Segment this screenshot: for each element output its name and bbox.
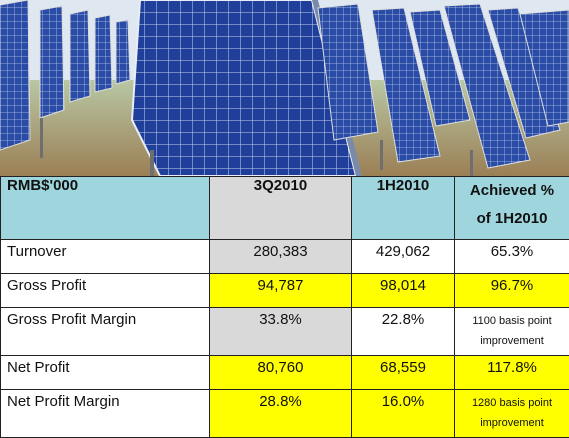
table-row: Net Profit Margin 28.8% 16.0% 1280 basis… — [1, 390, 569, 438]
turnover-achieved: 65.3% — [455, 240, 569, 274]
row-label-turnover: Turnover — [1, 240, 210, 274]
solar-panel-photo — [0, 0, 569, 176]
gross-profit-1h2010: 98,014 — [352, 274, 455, 308]
header-achieved: Achieved % of 1H2010 — [455, 177, 569, 240]
net-profit-achieved: 117.8% — [455, 356, 569, 390]
table-row: Gross Profit 94,787 98,014 96.7% — [1, 274, 569, 308]
gross-profit-margin-achieved: 1100 basis point improvement — [455, 308, 569, 356]
header-1h2010: 1H2010 — [352, 177, 455, 240]
gross-profit-achieved: 96.7% — [455, 274, 569, 308]
gross-profit-margin-note: 1100 basis point improvement — [461, 311, 563, 351]
turnover-3q2010: 280,383 — [210, 240, 352, 274]
net-profit-3q2010: 80,760 — [210, 356, 352, 390]
table-header-row: RMB$'000 3Q2010 1H2010 Achieved % of 1H2… — [1, 177, 569, 240]
row-label-gross-profit-margin: Gross Profit Margin — [1, 308, 210, 356]
net-profit-margin-note: 1280 basis point improvement — [461, 393, 563, 433]
financial-results-table: RMB$'000 3Q2010 1H2010 Achieved % of 1H2… — [0, 176, 569, 438]
turnover-1h2010: 429,062 — [352, 240, 455, 274]
table-row: Net Profit 80,760 68,559 117.8% — [1, 356, 569, 390]
table-row: Gross Profit Margin 33.8% 22.8% 1100 bas… — [1, 308, 569, 356]
header-currency-label: RMB$'000 — [1, 177, 210, 240]
net-profit-margin-3q2010: 28.8% — [210, 390, 352, 438]
gross-profit-3q2010: 94,787 — [210, 274, 352, 308]
net-profit-margin-1h2010: 16.0% — [352, 390, 455, 438]
gross-profit-margin-3q2010: 33.8% — [210, 308, 352, 356]
row-label-gross-profit: Gross Profit — [1, 274, 210, 308]
row-label-net-profit: Net Profit — [1, 356, 210, 390]
net-profit-1h2010: 68,559 — [352, 356, 455, 390]
row-label-net-profit-margin: Net Profit Margin — [1, 390, 210, 438]
table-row: Turnover 280,383 429,062 65.3% — [1, 240, 569, 274]
gross-profit-margin-1h2010: 22.8% — [352, 308, 455, 356]
header-3q2010: 3Q2010 — [210, 177, 352, 240]
net-profit-margin-achieved: 1280 basis point improvement — [455, 390, 569, 438]
